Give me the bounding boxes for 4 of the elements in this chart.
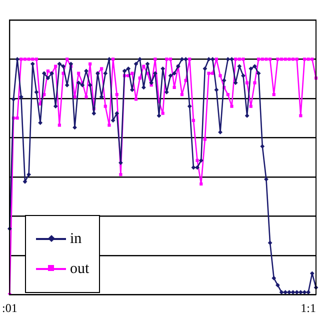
x-tick-label: :01: [2, 300, 18, 315]
x-tick-label: 1:1: [300, 300, 316, 315]
legend-label: out: [70, 260, 90, 278]
legend-label: in: [70, 230, 82, 248]
